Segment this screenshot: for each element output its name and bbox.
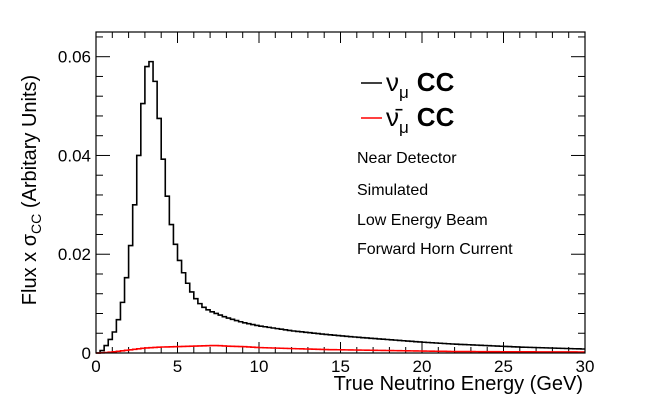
legend: νμ CC ν̄μ CC (361, 67, 455, 137)
x-tick-label: 20 (413, 357, 432, 376)
y-tick-label: 0.04 (58, 146, 91, 165)
x-axis-title: True Neutrino Energy (GeV) (334, 373, 583, 395)
legend-entry-antinumu: ν̄μ CC (386, 102, 455, 137)
y-tick-label: 0.02 (58, 245, 91, 264)
axes: 0 5 10 15 20 25 30 0 0.02 0.04 0.06 (58, 32, 595, 376)
plot-frame (95, 31, 586, 354)
x-tick-label: 5 (173, 357, 182, 376)
x-tick-label: 10 (250, 357, 269, 376)
y-tick-label: 0 (82, 344, 91, 363)
annotation-simulated: Simulated (357, 182, 428, 199)
legend-entry-numu: νμ CC (386, 67, 455, 102)
x-tick-label: 15 (331, 357, 350, 376)
series-layer (96, 60, 585, 354)
y-tick-label: 0.06 (58, 48, 91, 67)
annotation-beam: Low Energy Beam (357, 212, 488, 229)
annotation-horn-current: Forward Horn Current (357, 241, 513, 258)
series-numu-cc (96, 60, 585, 354)
annotation-detector: Near Detector (357, 150, 457, 167)
x-tick-label: 0 (91, 357, 100, 376)
x-tick-label: 30 (576, 357, 595, 376)
y-axis-title: Flux x σCC (Arbitary Units) (19, 75, 44, 305)
series-antinumu-cc (96, 344, 585, 354)
x-tick-label: 25 (494, 357, 513, 376)
